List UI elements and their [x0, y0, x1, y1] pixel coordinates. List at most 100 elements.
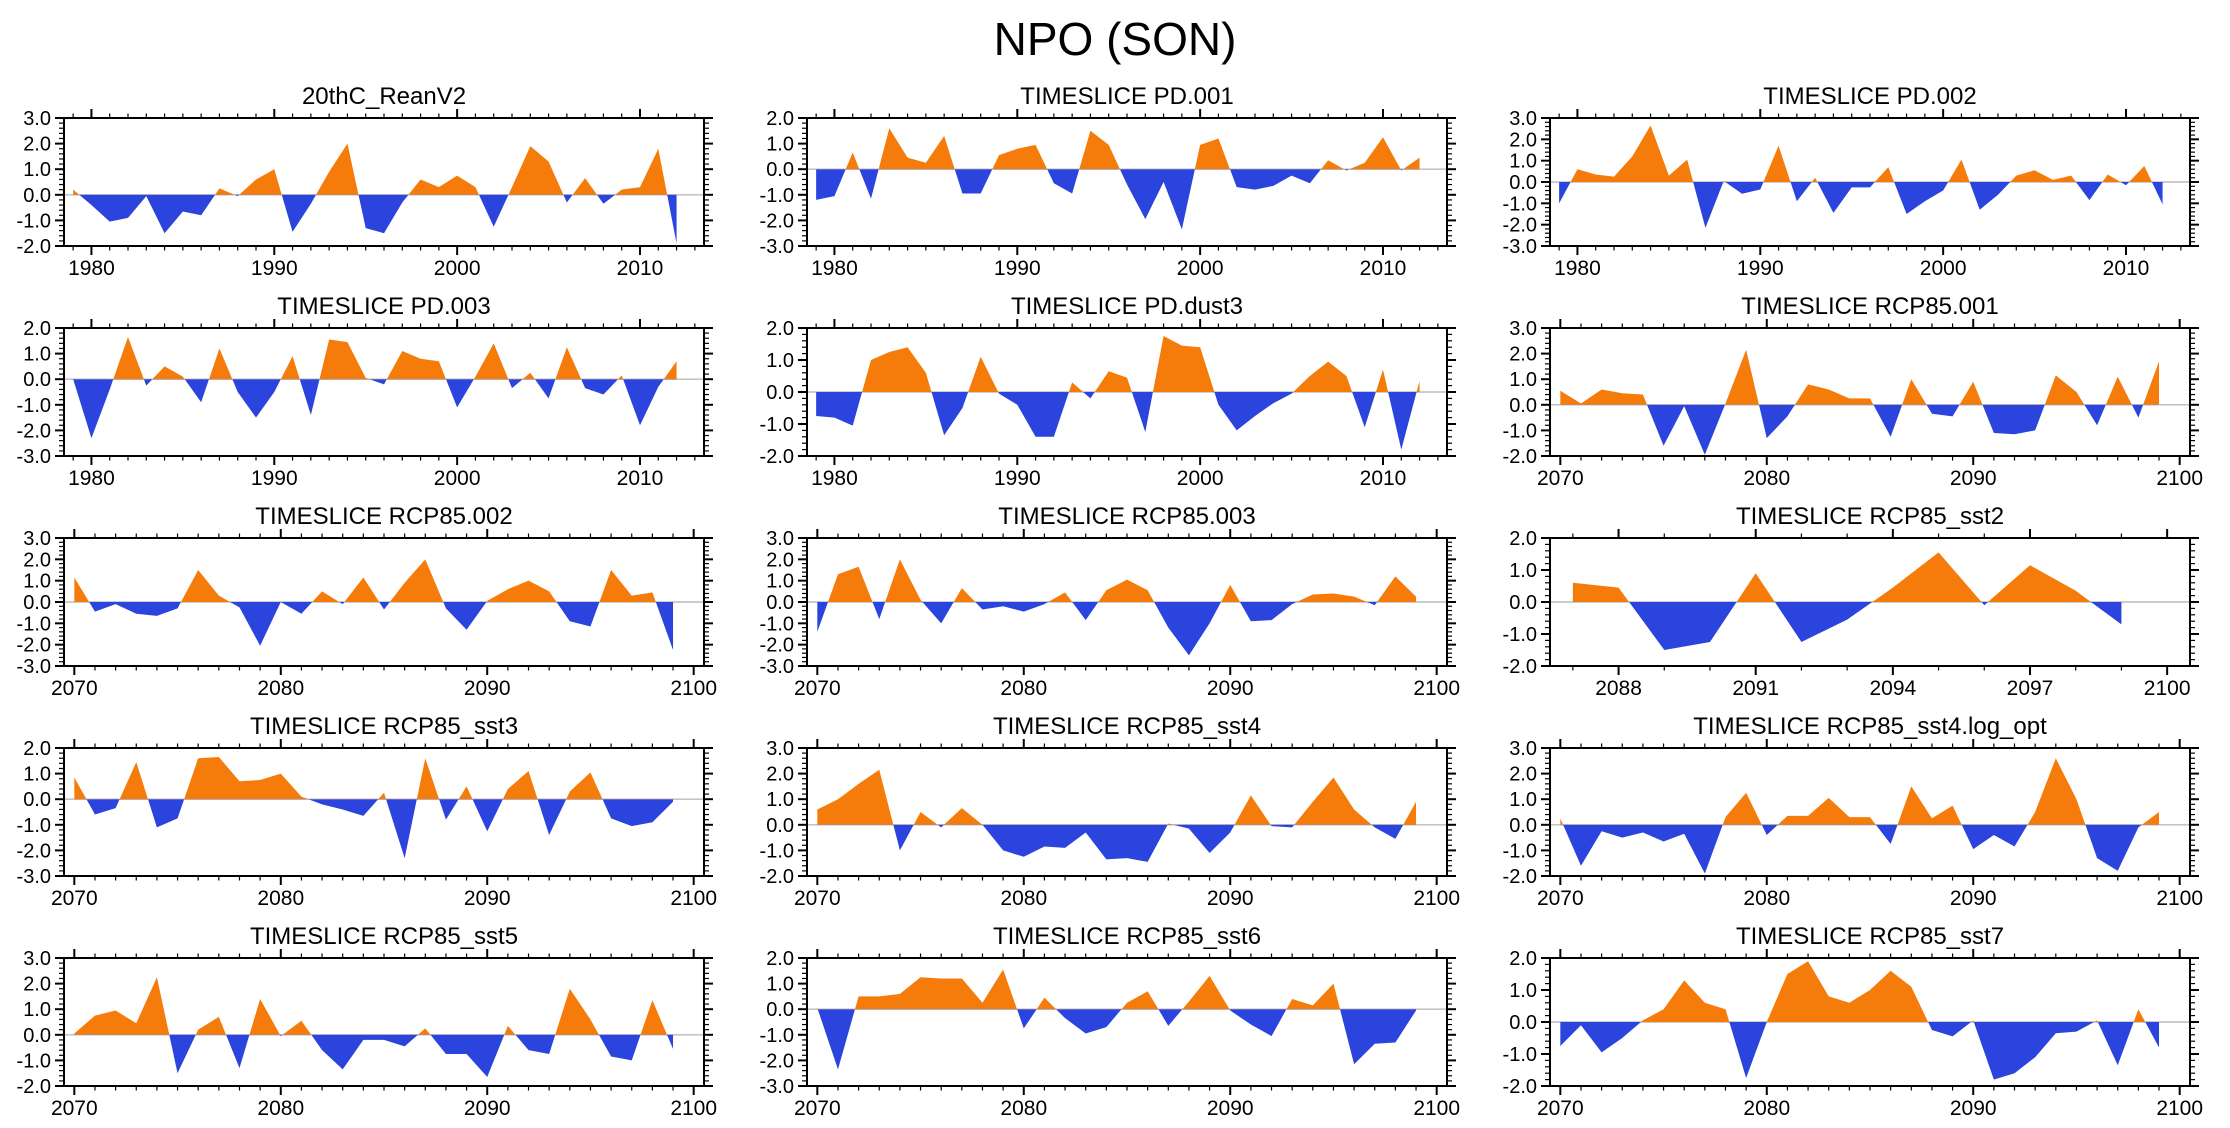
- page-header: NPO (SON): [0, 0, 2230, 78]
- x-tick-label: 2100: [1413, 1097, 1460, 1120]
- x-tick-label: 2100: [670, 1097, 717, 1120]
- y-tick-label: 2.0: [23, 549, 51, 571]
- x-tick-label: 2070: [51, 887, 98, 910]
- chart-title: TIMESLICE PD.dust3: [1011, 293, 1243, 320]
- y-tick-label: 3.0: [766, 738, 794, 760]
- y-tick-label: -1.0: [1503, 624, 1537, 646]
- x-axis: [815, 319, 1439, 465]
- y-tick-label: 1.0: [766, 974, 794, 996]
- chart-title: TIMESLICE RCP85_sst7: [1736, 923, 2004, 950]
- y-tick-label: 0.0: [1509, 592, 1537, 614]
- y-tick-label: 0.0: [1509, 395, 1537, 417]
- y-tick-label: 1.0: [1509, 980, 1537, 1002]
- chart-panel: 2070 2080 2090 2100 -2.0 -1.0 0.0 1.0 2.0 3.0 TIME…: [0, 918, 743, 1128]
- y-tick-label: -2.0: [1503, 656, 1537, 678]
- y-tick-label: 2.0: [1509, 129, 1537, 151]
- charts-grid: 1980 1990 2000 2010 -2.0 -1.0 0.0 1.0 2.0 3.0 20th…: [0, 78, 2230, 1128]
- y-tick-label: -1.0: [1503, 420, 1537, 442]
- y-axis: [55, 957, 713, 1087]
- y-tick-label: 1.0: [23, 999, 51, 1021]
- x-tick-label: 2070: [51, 677, 98, 700]
- y-tick-label: 1.0: [766, 134, 794, 156]
- y-tick-label: 1.0: [1509, 151, 1537, 173]
- y-tick-label: -2.0: [17, 840, 51, 862]
- positive-area: [74, 756, 674, 800]
- chart-title: TIMESLICE RCP85.001: [1741, 293, 1998, 320]
- y-tick-label: 3.0: [1509, 318, 1537, 340]
- y-tick-label: 2.0: [766, 764, 794, 786]
- y-tick-label: 1.0: [1509, 369, 1537, 391]
- x-tick-label: 1990: [1737, 257, 1784, 280]
- y-axis: [55, 747, 713, 877]
- y-tick-label: -3.0: [17, 656, 51, 678]
- y-tick-label: 0.0: [23, 1025, 51, 1047]
- chart-svg: 2070 2080 2090 2100 -3.0-2.0-1.00.01.02.03.0…: [17, 503, 718, 700]
- negative-area: [1647, 404, 2144, 455]
- y-tick-label: -2.0: [760, 866, 794, 888]
- x-tick-label: 2090: [464, 1097, 511, 1120]
- series-area: [817, 969, 1417, 1070]
- y-axis: [55, 327, 713, 457]
- chart-svg: 2070 2080 2090 2100 -2.0 -1.0 0.0 1.0 2.0 TIMESLI…: [1503, 923, 2204, 1120]
- y-tick-label: 0.0: [1509, 172, 1537, 194]
- y-axis: [55, 117, 713, 247]
- y-tick-label: -2.0: [760, 446, 794, 468]
- negative-area: [893, 824, 1404, 862]
- negative-area: [79, 194, 677, 244]
- positive-area: [1572, 552, 2122, 602]
- series-area: [816, 128, 1420, 230]
- x-tick-label: 1980: [811, 467, 858, 490]
- y-tick-label: 2.0: [766, 948, 794, 970]
- y-tick-label: -1.0: [17, 1050, 51, 1072]
- x-axis: [1559, 319, 2181, 465]
- chart-panel: 2070 2080 2090 2100 -3.0 -2.0 -1.0 0.0 1.0 2.0 3.0…: [743, 498, 1486, 708]
- negative-area: [1560, 1022, 2160, 1080]
- chart-svg: 2070 2080 2090 2100 -3.0-2.0-1.00.01.02.03.0…: [760, 503, 1461, 700]
- negative-area: [74, 602, 674, 650]
- y-tick-label: 1.0: [1509, 560, 1537, 582]
- y-axis: [798, 327, 1456, 457]
- x-tick-label: 1980: [68, 467, 115, 490]
- y-tick-label: 2.0: [1509, 948, 1537, 970]
- x-tick-label: 2090: [1207, 1097, 1254, 1120]
- y-tick-label: 1.0: [23, 159, 51, 181]
- x-tick-label: 2090: [1950, 1097, 1997, 1120]
- x-axis: [1572, 529, 2169, 675]
- x-axis: [1559, 949, 2181, 1095]
- x-tick-label: 2000: [1920, 257, 1967, 280]
- x-tick-label: 2090: [1207, 677, 1254, 700]
- x-tick-label: 2100: [2144, 677, 2191, 700]
- x-tick-label: 1990: [994, 467, 1041, 490]
- x-axis: [816, 739, 1438, 885]
- y-tick-label: -1.0: [760, 840, 794, 862]
- y-tick-label: 1.0: [1509, 789, 1537, 811]
- chart-svg: 2070 2080 2090 2100 -2.0 -1.0 0.0 1.0 2.0 3.0 TIME…: [760, 713, 1461, 910]
- y-tick-label: 1.0: [23, 571, 51, 593]
- x-tick-label: 2080: [1000, 1097, 1047, 1120]
- y-tick-label: 0.0: [23, 185, 51, 207]
- negative-area: [169, 1034, 674, 1078]
- negative-area: [1572, 602, 2122, 650]
- x-tick-label: 1980: [1554, 257, 1601, 280]
- series-area: [1560, 349, 2160, 455]
- negative-area: [73, 379, 677, 439]
- y-tick-label: 2.0: [766, 108, 794, 130]
- plot-frame: [63, 327, 705, 457]
- x-axis: [72, 319, 696, 465]
- positive-area: [74, 977, 674, 1035]
- y-tick-label: -2.0: [760, 1050, 794, 1072]
- x-tick-label: 2100: [2156, 1097, 2203, 1120]
- x-tick-label: 2000: [434, 257, 481, 280]
- x-axis: [73, 949, 695, 1095]
- negative-area: [1563, 824, 2142, 874]
- series-area: [1572, 552, 2122, 650]
- positive-area: [817, 559, 1417, 602]
- y-tick-label: 0.0: [766, 592, 794, 614]
- y-tick-label: 0.0: [766, 159, 794, 181]
- plot-frame: [1549, 747, 2191, 877]
- y-tick-label: 2.0: [1509, 528, 1537, 550]
- y-tick-label: -1.0: [17, 613, 51, 635]
- positive-area: [816, 336, 1420, 392]
- series-area: [74, 559, 674, 650]
- chart-title: TIMESLICE RCP85.002: [255, 503, 512, 530]
